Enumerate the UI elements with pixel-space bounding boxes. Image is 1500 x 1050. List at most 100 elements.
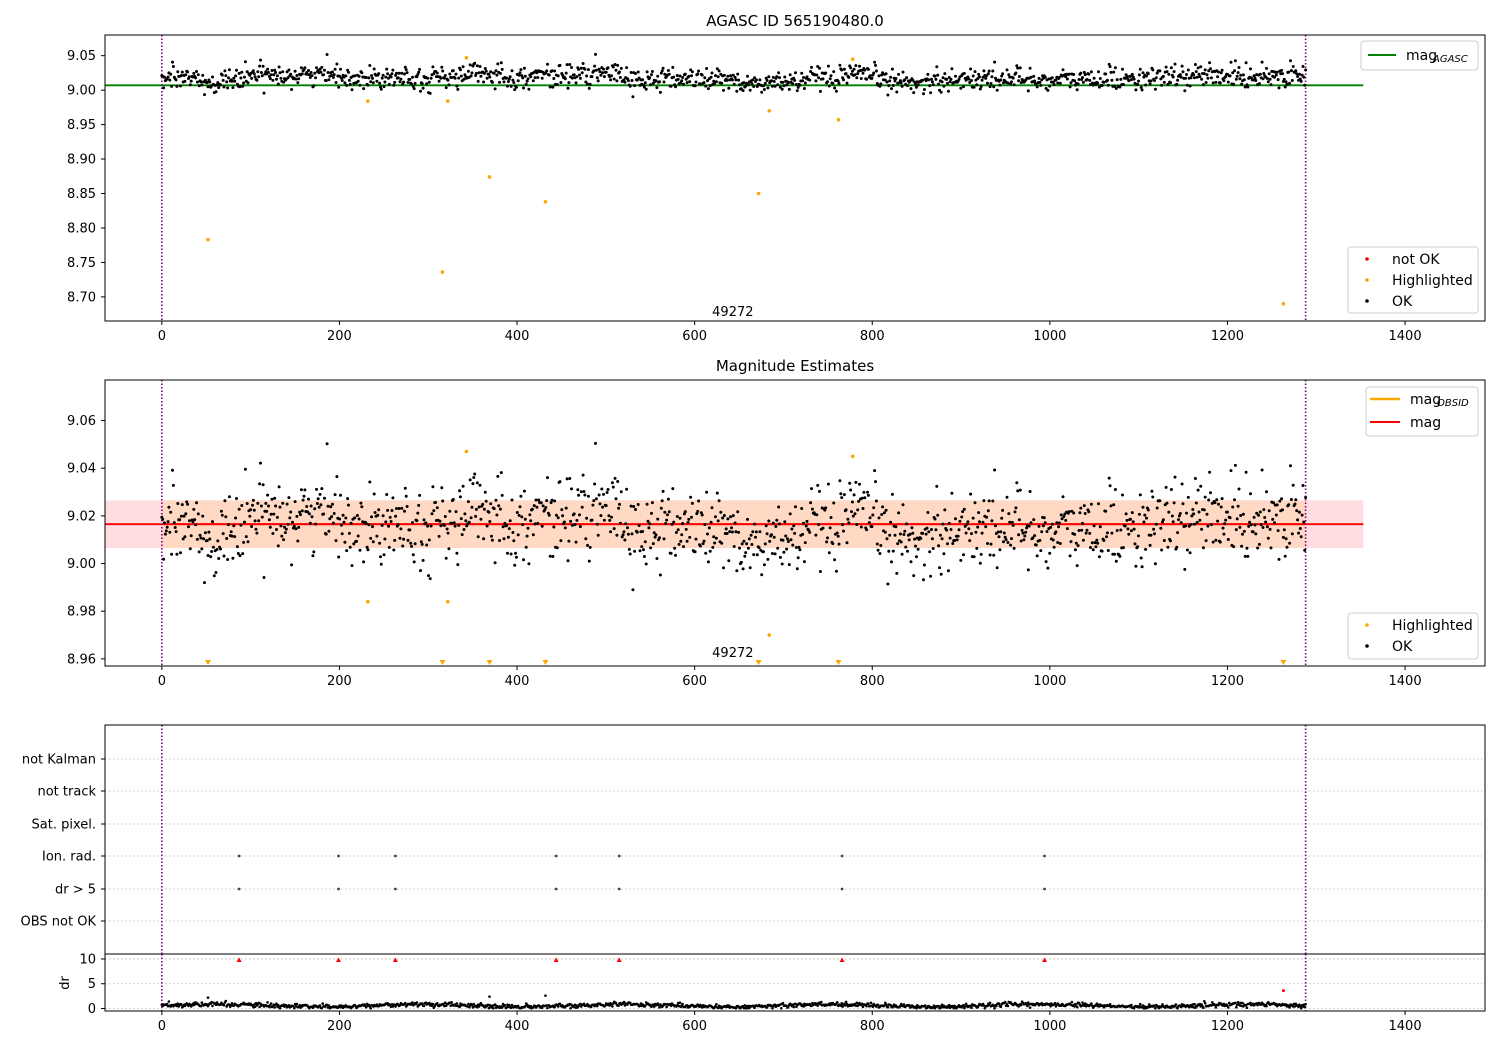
ok-point [606, 66, 610, 70]
ok-point [780, 87, 784, 91]
ok-point [171, 60, 174, 64]
dr-ok-point [1026, 1004, 1029, 1008]
legend-label-ok: OK [1392, 294, 1413, 310]
ok-point [1131, 520, 1135, 524]
y-tick-label: 9.04 [67, 462, 96, 477]
ok-point [1119, 528, 1123, 532]
ok-point [964, 531, 968, 535]
ok-point [629, 71, 633, 74]
dr-ok-point [771, 1007, 774, 1010]
ok-point [1262, 508, 1266, 512]
ok-point [847, 521, 851, 525]
ok-point [1228, 516, 1232, 520]
below-range-marker [542, 660, 549, 665]
ok-point [1208, 61, 1212, 65]
ok-point [842, 529, 845, 533]
ok-point [1089, 70, 1093, 74]
ok-point [1044, 560, 1048, 564]
ok-point [809, 70, 813, 73]
ok-point [604, 504, 608, 508]
ok-point [1037, 76, 1041, 80]
ok-point [1043, 521, 1047, 525]
ok-point [963, 524, 967, 528]
ok-point [1082, 504, 1086, 508]
dr-ok-point [1108, 1003, 1112, 1006]
ok-point [531, 533, 535, 537]
ok-point [592, 499, 596, 503]
dr-ok-point [321, 1002, 325, 1005]
dr-ok-point [1303, 1005, 1306, 1009]
ok-point [936, 73, 940, 77]
ok-point [174, 78, 178, 82]
ok-point [1021, 531, 1025, 535]
dr-ok-point [1227, 1006, 1230, 1009]
ok-point [1017, 518, 1021, 522]
ok-point [977, 511, 981, 515]
ok-point [818, 570, 822, 573]
ok-point [840, 496, 844, 500]
ok-point [1231, 505, 1235, 509]
ok-point [784, 534, 788, 538]
ok-point [222, 554, 226, 558]
ok-point [548, 554, 552, 558]
ok-point [1194, 70, 1198, 74]
ok-point [1287, 503, 1291, 507]
ok-point [564, 506, 568, 510]
ok-point [1233, 498, 1236, 502]
ok-point [553, 69, 557, 73]
ok-point [429, 524, 433, 528]
x-tick-label: 800 [860, 674, 885, 689]
ok-point [458, 495, 462, 499]
flag-point [554, 854, 558, 858]
ok-point [979, 552, 983, 556]
ok-point [246, 540, 250, 544]
ok-point [492, 71, 496, 75]
ok-point [387, 82, 391, 86]
ok-point [552, 525, 556, 529]
ok-point [294, 77, 298, 81]
ok-point [1034, 543, 1038, 547]
ok-point [873, 60, 877, 64]
ok-point [1173, 62, 1177, 66]
ok-point [473, 61, 477, 65]
ok-point [315, 66, 318, 70]
ok-point [778, 76, 781, 80]
ok-point [418, 493, 422, 497]
ok-point [362, 560, 366, 564]
ok-point [271, 78, 275, 82]
ok-point [417, 70, 421, 74]
ok-point [269, 73, 273, 77]
dr-ok-point [865, 1004, 868, 1008]
ok-point [1141, 505, 1145, 509]
ok-point [1244, 61, 1248, 65]
ok-point [166, 520, 170, 524]
ok-point [683, 510, 687, 514]
ok-point [1081, 76, 1084, 79]
x-tick-label: 0 [158, 1019, 166, 1034]
ok-point [878, 84, 882, 88]
top-title: AGASC ID 565190480.0 [706, 12, 884, 30]
ok-point [489, 70, 493, 74]
ok-point [602, 75, 606, 79]
ok-point [879, 544, 883, 547]
ok-point [1277, 557, 1281, 561]
legend-label-mag-obsid: mag [1410, 392, 1441, 408]
ok-point [1167, 510, 1171, 514]
ok-point [873, 469, 877, 473]
below-range-marker [486, 660, 493, 665]
ok-point [310, 74, 314, 78]
ok-point [227, 523, 230, 527]
ok-point [1177, 514, 1181, 518]
ok-point [240, 70, 244, 74]
dr-ok-point [292, 1004, 295, 1008]
ok-point [1091, 83, 1095, 87]
ok-point [446, 531, 450, 535]
ok-point [548, 85, 552, 89]
ok-point [558, 63, 562, 67]
ok-point [245, 502, 249, 505]
ok-point [778, 85, 782, 89]
ok-point [334, 81, 338, 84]
x-tick-label: 400 [505, 1019, 530, 1034]
dr-ok-point [167, 1000, 171, 1003]
